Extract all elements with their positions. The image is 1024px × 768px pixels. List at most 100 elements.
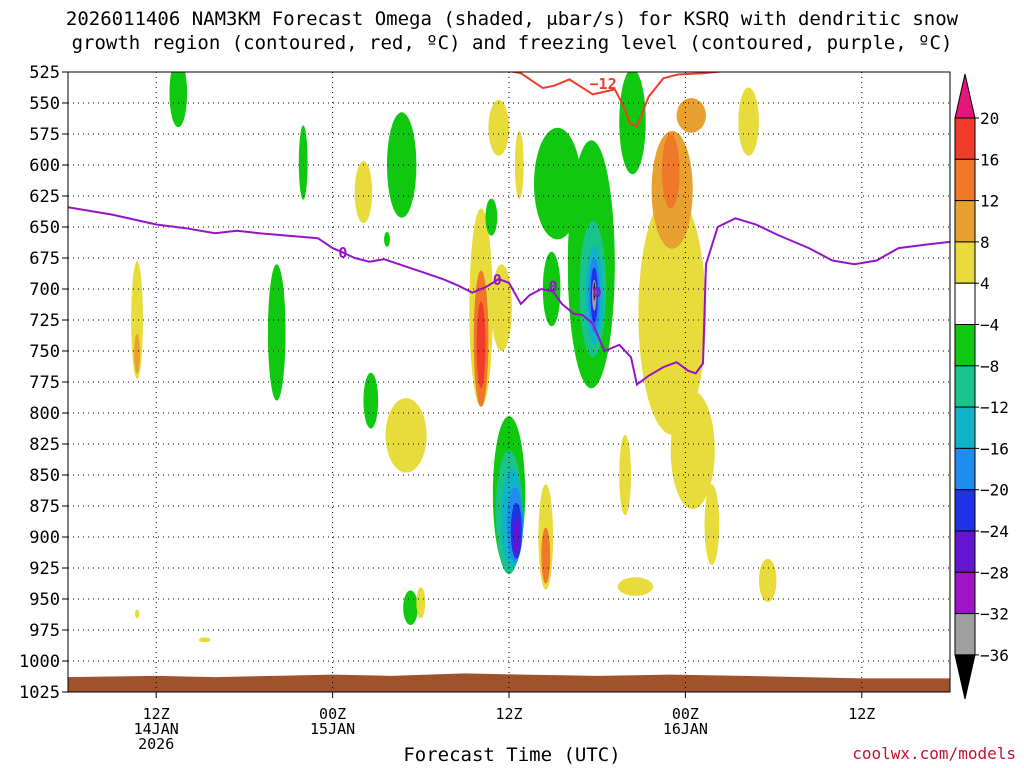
omega-region-2	[267, 264, 286, 401]
chart-title-line-2: growth region (contoured, red, ºC) and f…	[71, 32, 953, 54]
colorbar-label-13: −36	[980, 646, 1009, 665]
freezing-level-label-1: 0	[493, 271, 502, 289]
colorbar-label-4: 4	[980, 274, 990, 293]
colorbar-bottom-arrow	[954, 654, 976, 700]
x-tick-label-54-0: 12Z	[848, 705, 875, 723]
colorbar-band-8	[954, 447, 976, 491]
y-tick-label-950: 950	[29, 590, 60, 610]
freezing-level-label-3: 0	[593, 283, 602, 301]
omega-region-39	[619, 434, 632, 516]
omega-region-8	[134, 333, 141, 374]
colorbar-band-4	[954, 282, 976, 326]
freezing-level-label-0: 0	[338, 244, 347, 262]
y-tick-label-900: 900	[29, 528, 60, 548]
omega-region-44	[676, 98, 706, 133]
y-tick-label-625: 625	[29, 187, 60, 207]
x-tick-label-6-2: 2026	[138, 735, 174, 753]
omega-region-40	[617, 577, 654, 596]
colorbar-label-6: −8	[980, 357, 999, 376]
colorbar-band-0	[954, 117, 976, 160]
x-axis-label: Forecast Time (UTC)	[403, 744, 621, 766]
colorbar-band-1	[954, 158, 976, 202]
omega-shading	[131, 72, 777, 643]
y-tick-label-1025: 1025	[19, 683, 60, 703]
colorbar-label-0: 20	[980, 109, 999, 128]
colorbar-label-3: 8	[980, 233, 990, 252]
colorbar-label-7: −12	[980, 398, 1009, 417]
colorbar-label-1: 16	[980, 150, 999, 169]
colorbar: 20 16 12 8 4 −4 −8 −12 −16 −20 −24 −28 −32 −36	[954, 73, 1009, 700]
contours: 0 0 0 0 −12	[68, 72, 950, 387]
colorbar-band-5	[954, 324, 976, 367]
colorbar-top-arrow	[954, 73, 976, 119]
y-tick-label-925: 925	[29, 559, 60, 579]
x-tick-label-6-0: 12Z	[143, 705, 170, 723]
colorbar-band-3	[954, 241, 976, 284]
dendritic-growth-label-0: −12	[590, 75, 617, 93]
omega-region-27	[541, 527, 551, 584]
y-tick-label-575: 575	[29, 125, 60, 145]
x-tick-label-18-0: 00Z	[319, 705, 346, 723]
gridlines	[68, 72, 950, 692]
x-tick-label-42-1: 16JAN	[663, 720, 708, 738]
y-tick-label-975: 975	[29, 621, 60, 641]
omega-region-47	[738, 87, 759, 156]
y-tick-label-675: 675	[29, 249, 60, 269]
omega-region-37	[593, 282, 595, 301]
omega-region-45	[670, 391, 715, 510]
y-tick-label-750: 750	[29, 342, 60, 362]
omega-region-41	[638, 192, 706, 435]
omega-region-29	[533, 127, 582, 240]
colorbar-label-10: −24	[980, 522, 1009, 541]
omega-region-17	[488, 99, 509, 156]
colorbar-band-12	[954, 613, 976, 656]
y-tick-label-600: 600	[29, 156, 60, 176]
omega-region-30	[542, 251, 561, 327]
y-axis: 525 550 575 600 625 650 675 700 725 750 775 800 825 8…	[19, 63, 68, 703]
colorbar-label-2: 12	[980, 192, 999, 211]
y-tick-label-1000: 1000	[19, 652, 60, 672]
omega-region-16	[476, 301, 486, 389]
omega-region-19	[491, 264, 512, 351]
y-tick-label-650: 650	[29, 218, 60, 238]
y-tick-label-825: 825	[29, 435, 60, 455]
omega-region-4	[363, 372, 379, 429]
omega-region-46	[704, 484, 720, 565]
x-tick-label-6-1: 14JAN	[134, 720, 179, 738]
colorbar-label-9: −20	[980, 481, 1009, 500]
omega-region-25	[513, 518, 520, 556]
omega-region-12	[198, 637, 211, 643]
dendritic-growth-contour	[497, 72, 726, 128]
y-tick-label-875: 875	[29, 497, 60, 517]
freezing-level-label-2: 0	[549, 277, 558, 295]
colorbar-band-10	[954, 530, 976, 573]
chart-title-line-1: 2026011406 NAM3KM Forecast Omega (shaded…	[65, 8, 959, 30]
omega-region-43	[661, 134, 680, 209]
colorbar-band-6	[954, 365, 976, 408]
y-tick-label-700: 700	[29, 280, 60, 300]
colorbar-label-5: −4	[980, 316, 999, 335]
omega-region-7	[131, 261, 143, 379]
x-tick-label-18-1: 15JAN	[310, 720, 355, 738]
colorbar-label-12: −32	[980, 605, 1009, 624]
colorbar-band-9	[954, 489, 976, 532]
omega-region-9	[354, 161, 373, 224]
omega-region-28	[514, 130, 524, 200]
y-tick-label-800: 800	[29, 404, 60, 424]
omega-region-48	[758, 558, 777, 603]
freezing-level-contour	[68, 206, 950, 387]
y-tick-label-725: 725	[29, 311, 60, 331]
colorbar-band-2	[954, 200, 976, 243]
omega-region-1	[298, 125, 308, 200]
y-tick-label-550: 550	[29, 94, 60, 114]
omega-region-38	[619, 72, 646, 175]
y-tick-label-850: 850	[29, 466, 60, 486]
omega-region-10	[385, 398, 427, 473]
x-tick-label-42-0: 00Z	[672, 705, 699, 723]
y-tick-label-525: 525	[29, 63, 60, 83]
omega-region-18	[485, 198, 498, 236]
omega-region-11	[416, 587, 426, 619]
omega-region-0	[169, 72, 188, 128]
